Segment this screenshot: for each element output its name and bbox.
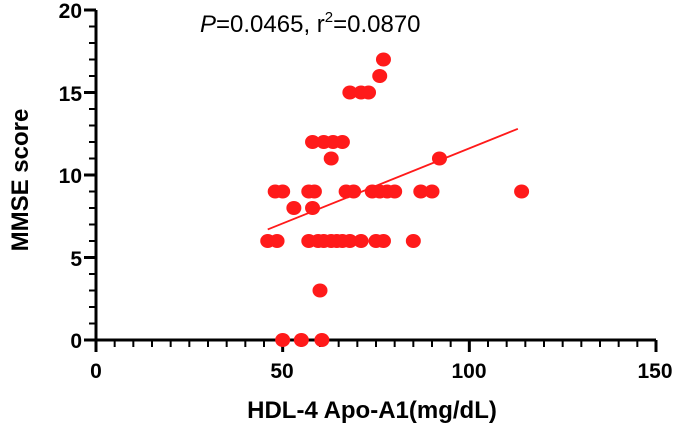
data-point: [431, 151, 447, 166]
y-axis-title: MMSE score: [7, 109, 34, 252]
data-point: [323, 151, 339, 166]
y-tick-label: 15: [59, 83, 83, 106]
data-point: [306, 184, 322, 199]
data-point: [286, 201, 302, 215]
regression-line: [267, 127, 519, 231]
data-point: [314, 333, 330, 347]
y-tick-label: 10: [59, 165, 82, 188]
data-point: [375, 52, 391, 67]
x-tick-labels: 0 50 100 150: [90, 360, 672, 383]
data-point: [375, 234, 391, 248]
x-tick-label: 150: [637, 360, 672, 383]
data-point: [275, 184, 291, 199]
data-point: [275, 333, 291, 347]
data-points: [260, 52, 530, 347]
data-point: [413, 184, 429, 199]
stats-annotation: P=0.0465, r2=0.0870: [200, 9, 421, 38]
x-tick-label: 0: [90, 360, 102, 383]
data-point: [305, 201, 321, 215]
r-exponent: 2: [325, 9, 333, 26]
x-tick-label: 100: [451, 360, 486, 383]
r-text: =0.0870: [333, 11, 420, 38]
y-tick-label: 5: [70, 248, 82, 271]
axis-ticks: [84, 8, 658, 352]
data-point: [312, 283, 328, 298]
data-point: [334, 135, 350, 149]
data-point: [269, 234, 285, 248]
data-point: [361, 85, 377, 100]
data-point: [305, 135, 321, 149]
y-tick-labels: 0 5 10 15 20: [59, 0, 83, 353]
p-text: =0.0465, r: [216, 11, 325, 38]
data-point: [342, 234, 358, 248]
data-point: [514, 184, 530, 199]
x-axis-title: HDL-4 Apo-A1(mg/dL): [247, 397, 497, 424]
data-point: [387, 184, 403, 199]
x-tick-label: 50: [270, 360, 293, 383]
data-point: [342, 85, 358, 100]
data-point: [346, 184, 362, 199]
p-label: P: [200, 11, 216, 38]
regression-layer: [267, 127, 519, 231]
data-point: [353, 234, 369, 248]
data-point: [424, 184, 440, 199]
data-point: [405, 234, 421, 248]
data-point: [372, 69, 388, 83]
y-tick-label: 0: [70, 330, 82, 353]
y-tick-label: 20: [59, 0, 82, 23]
data-point: [293, 333, 309, 347]
